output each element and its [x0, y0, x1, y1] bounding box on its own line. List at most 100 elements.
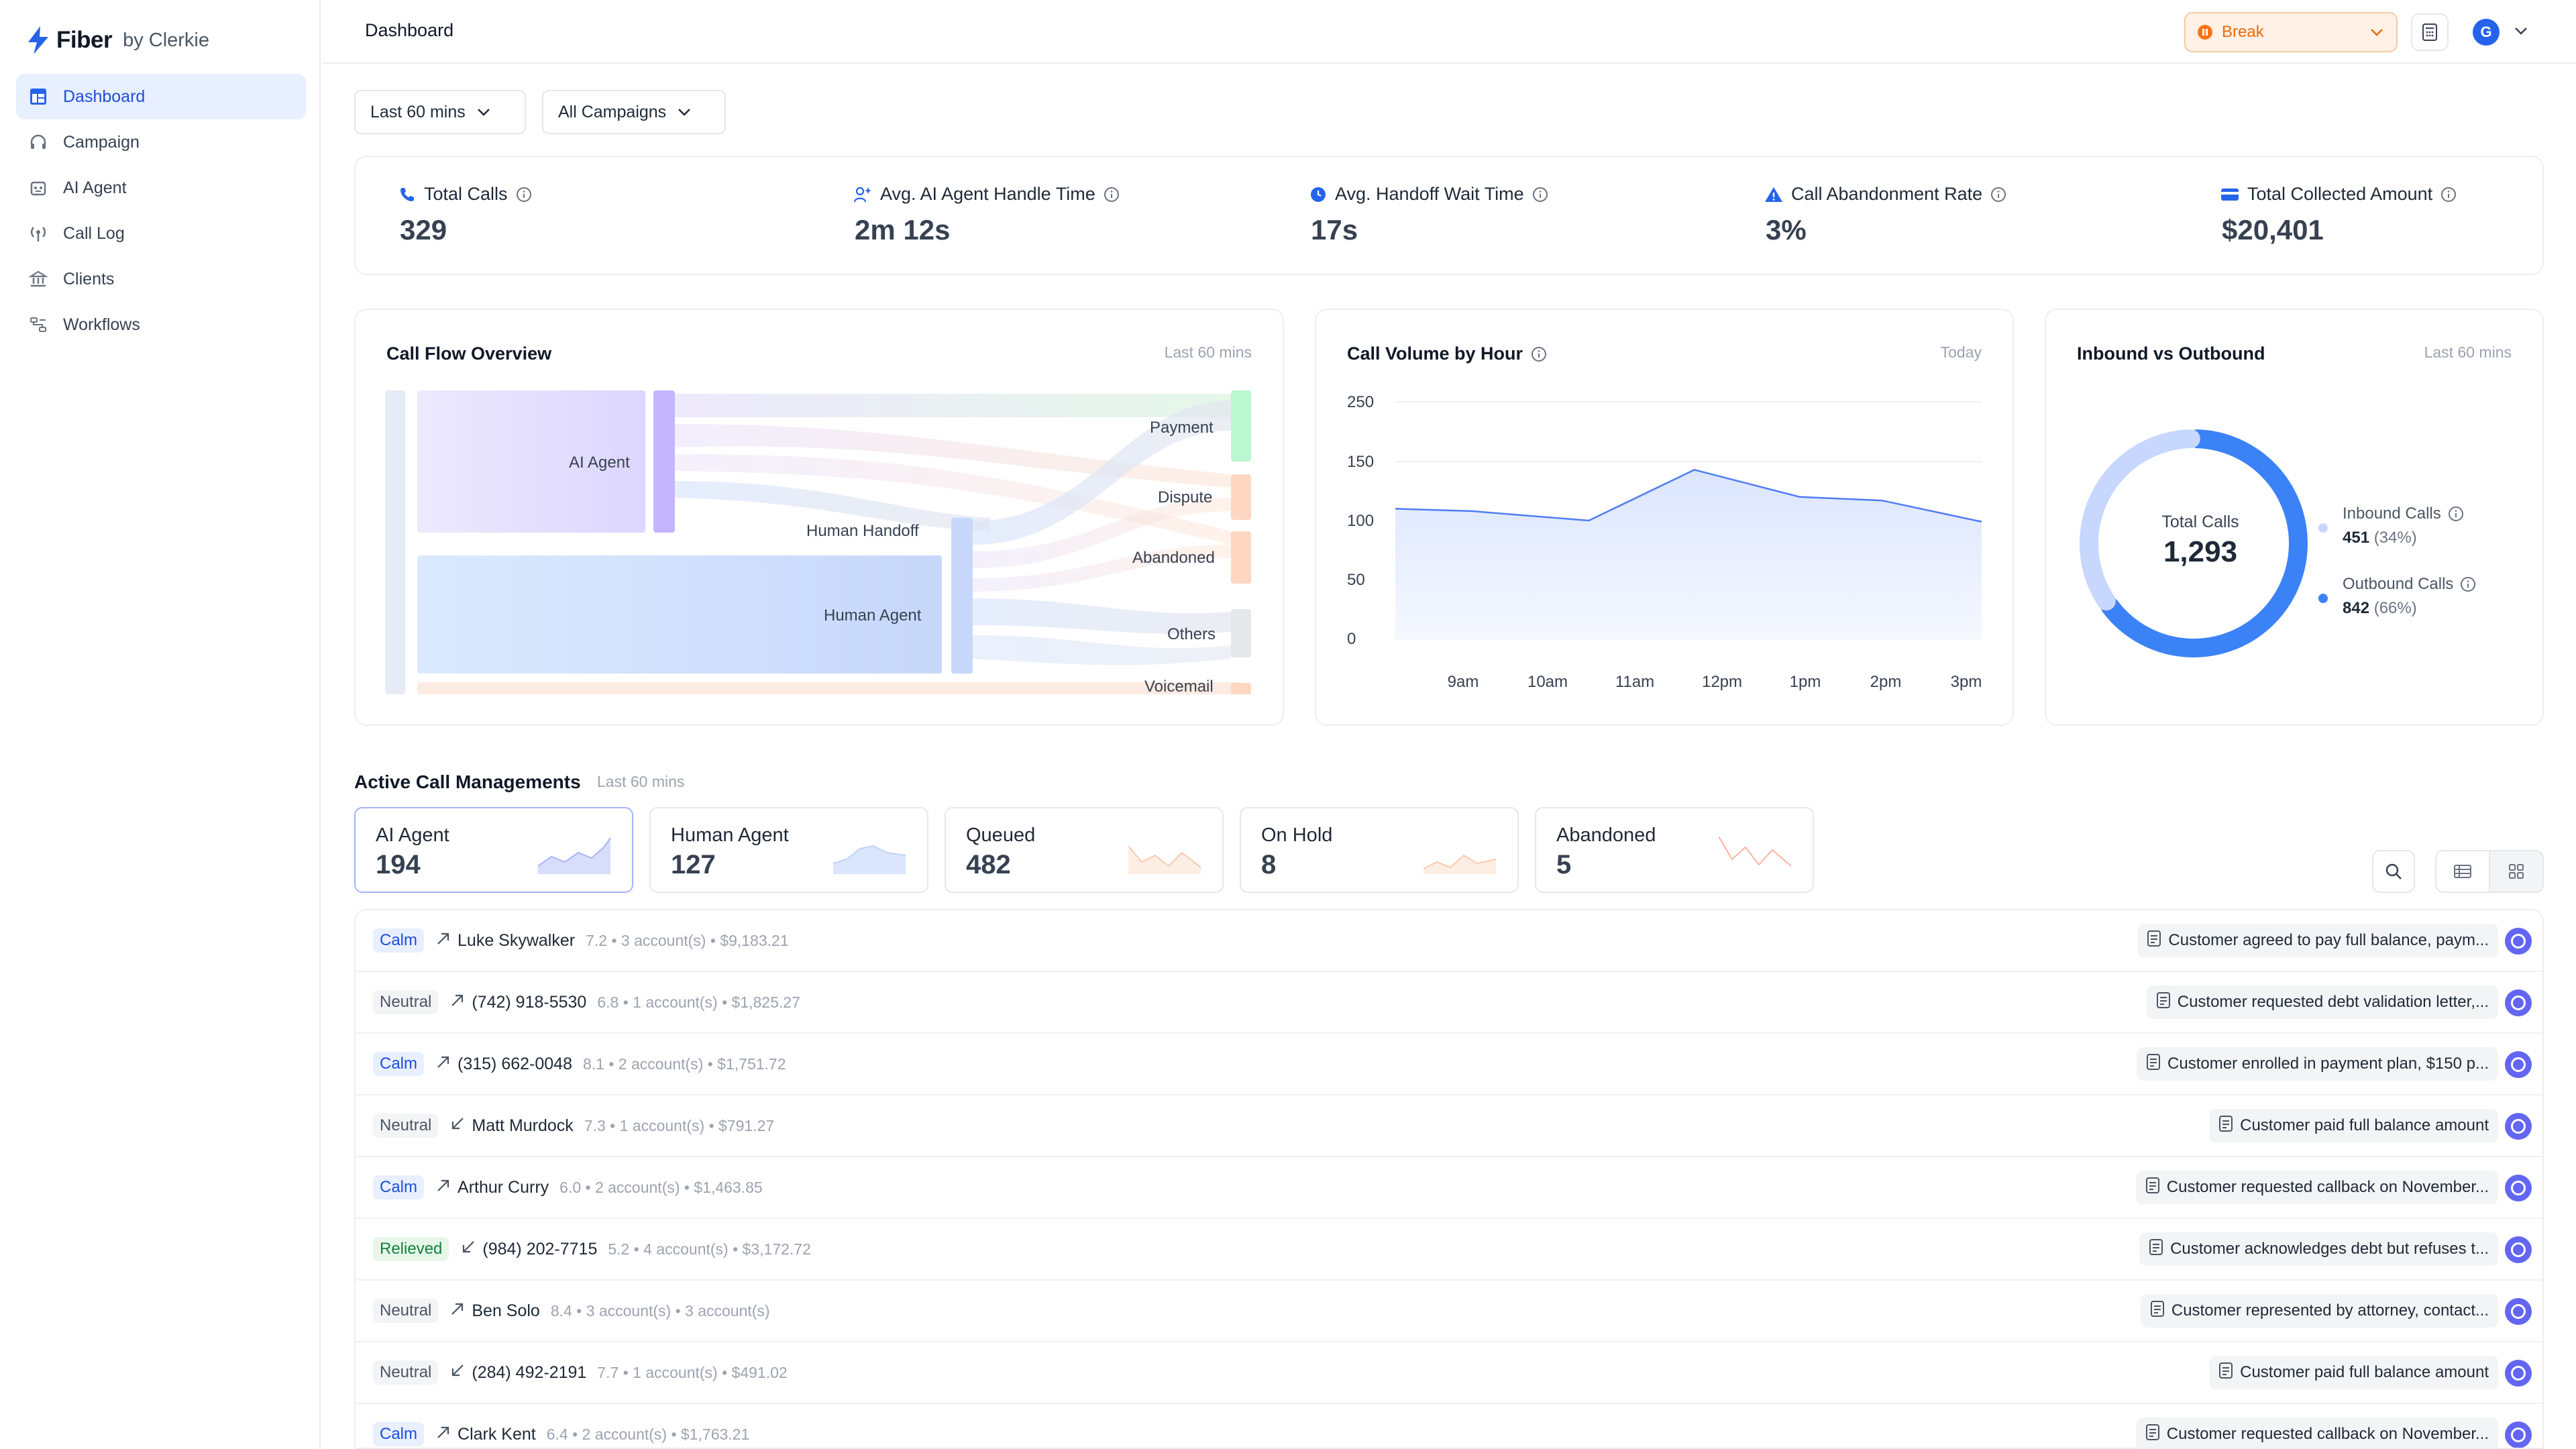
call-summary[interactable]: Customer paid full balance amount — [2209, 1109, 2498, 1142]
caller-name[interactable]: (315) 662-0048 — [458, 1054, 572, 1073]
donut-center-value: 1,293 — [2163, 535, 2238, 568]
dispute-node[interactable] — [1231, 474, 1251, 520]
call-meta: 8.4 • 3 account(s) • 3 account(s) — [550, 1301, 770, 1320]
ai-assistant-icon[interactable] — [2505, 1113, 2532, 1140]
call-summary-text: Customer paid full balance amount — [2240, 1116, 2489, 1134]
payment-node[interactable] — [1231, 390, 1251, 462]
table-row[interactable]: Calm Arthur Curry 6.0 • 2 account(s) • $1,… — [356, 1157, 2542, 1219]
acm-card-abandoned[interactable]: Abandoned 5 — [1535, 807, 1814, 893]
ai-assistant-icon[interactable] — [2505, 1051, 2532, 1078]
call-summary[interactable]: Customer agreed to pay full balance, pay… — [2137, 924, 2498, 957]
ai-agent-node[interactable] — [653, 390, 675, 533]
acm-value: 5 — [1556, 850, 1572, 879]
ai-assistant-icon[interactable] — [2505, 1360, 2532, 1387]
call-summary[interactable]: Customer requested debt validation lette… — [2146, 985, 2498, 1019]
sidebar-item-ai-agent[interactable]: AI Agent — [16, 165, 306, 211]
call-meta: 7.7 • 1 account(s) • $491.02 — [597, 1363, 788, 1381]
grid-view-button[interactable] — [2489, 850, 2544, 893]
caller-name[interactable]: Matt Murdock — [472, 1116, 574, 1135]
caller-name[interactable]: Arthur Curry — [458, 1177, 549, 1197]
info-icon[interactable] — [1531, 346, 1547, 362]
sidebar-item-dashboard[interactable]: Dashboard — [16, 74, 306, 119]
x-tick-label: 11am — [1615, 673, 1654, 691]
outbound-arrow-icon — [449, 1300, 466, 1322]
time-range-label: Last 60 mins — [370, 102, 466, 121]
search-button[interactable] — [2372, 850, 2415, 893]
acm-label: On Hold — [1261, 824, 1333, 846]
sidebar-item-workflows[interactable]: Workflows — [16, 302, 306, 347]
table-row[interactable]: Calm Luke Skywalker 7.2 • 3 account(s) • $… — [356, 910, 2542, 972]
list-view-button[interactable] — [2435, 850, 2490, 893]
table-row[interactable]: Neutral (284) 492-2191 7.7 • 1 account(s) … — [356, 1342, 2542, 1404]
acm-card-queued[interactable]: Queued 482 — [945, 807, 1224, 893]
table-row[interactable]: Neutral Matt Murdock 7.3 • 1 account(s) • … — [356, 1095, 2542, 1157]
broadcast-icon — [30, 227, 46, 241]
caller-name[interactable]: Ben Solo — [472, 1301, 540, 1320]
caller-name[interactable]: Clark Kent — [458, 1424, 536, 1444]
call-meta: 5.2 • 4 account(s) • $3,172.72 — [608, 1240, 811, 1258]
caller-name[interactable]: (984) 202-7715 — [482, 1239, 598, 1258]
call-summary[interactable]: Customer acknowledges debt but refuses t… — [2139, 1232, 2498, 1266]
call-summary[interactable]: Customer requested callback on November.… — [2135, 1417, 2498, 1448]
ai-assistant-icon[interactable] — [2505, 1421, 2532, 1448]
ai-assistant-icon[interactable] — [2505, 989, 2532, 1016]
sparkline — [833, 845, 906, 874]
table-row[interactable]: Relieved (984) 202-7715 5.2 • 4 account(s)… — [356, 1219, 2542, 1281]
table-row[interactable]: Calm Clark Kent 6.4 • 2 account(s) • $1,76… — [356, 1404, 2542, 1448]
sidebar-item-call-log[interactable]: Call Log — [16, 211, 306, 256]
caller-name[interactable]: Luke Skywalker — [458, 930, 576, 950]
donut-slice-inbound[interactable] — [2080, 429, 2308, 657]
chevron-down-icon — [678, 109, 691, 116]
info-icon[interactable] — [2448, 506, 2464, 522]
call-summary[interactable]: Customer paid full balance amount — [2209, 1356, 2498, 1389]
time-range-filter[interactable]: Last 60 mins — [354, 90, 526, 134]
caller-name[interactable]: (284) 492-2191 — [472, 1362, 587, 1382]
sidebar-nav: Dashboard Campaign AI Agent Call Log Cli… — [16, 74, 306, 347]
human-handoff-label: Human Handoff — [806, 522, 919, 540]
info-icon[interactable] — [1532, 186, 1548, 203]
call-summary[interactable]: Customer enrolled in payment plan, $150 … — [2137, 1047, 2498, 1081]
outbound-arrow-icon — [435, 930, 452, 952]
caller-name[interactable]: (742) 918-5530 — [472, 992, 587, 1012]
ai-assistant-icon[interactable] — [2505, 1175, 2532, 1201]
sidebar-item-clients[interactable]: Clients — [16, 256, 306, 302]
table-row[interactable]: Neutral Ben Solo 8.4 • 3 account(s) • 3 ac… — [356, 1281, 2542, 1342]
voicemail-node[interactable] — [1231, 683, 1251, 694]
y-tick-label: 150 — [1347, 453, 1374, 471]
source-node — [385, 390, 405, 694]
human-handoff-node[interactable] — [951, 518, 973, 674]
status-select[interactable]: Break — [2184, 12, 2398, 52]
stat-abandonment-rate: Call Abandonment Rate 3% — [1764, 184, 2006, 246]
ai-assistant-icon[interactable] — [2505, 928, 2532, 955]
abandoned-node[interactable] — [1231, 531, 1251, 584]
ai-assistant-icon[interactable] — [2505, 1298, 2532, 1325]
calculator-button[interactable] — [2411, 13, 2449, 51]
chevron-down-icon[interactable] — [2513, 23, 2529, 39]
sidebar-item-campaign[interactable]: Campaign — [16, 119, 306, 165]
stat-ai-handle-time: Avg. AI Agent Handle Time 2m 12s — [853, 184, 1120, 246]
acm-card-on-hold[interactable]: On Hold 8 — [1240, 807, 1519, 893]
table-row[interactable]: Neutral (742) 918-5530 6.8 • 1 account(s) … — [356, 972, 2542, 1034]
info-icon[interactable] — [2460, 576, 2476, 592]
phone-icon — [400, 187, 414, 201]
acm-card-human-agent[interactable]: Human Agent 127 — [649, 807, 928, 893]
call-summary[interactable]: Customer requested callback on November.… — [2135, 1171, 2498, 1204]
sentiment-badge: Neutral — [373, 1299, 439, 1323]
info-icon[interactable] — [1104, 186, 1120, 203]
info-icon[interactable] — [516, 186, 532, 203]
avatar[interactable]: G — [2473, 19, 2500, 46]
call-summary-text: Customer requested debt validation lette… — [2177, 993, 2489, 1011]
campaign-filter[interactable]: All Campaigns — [542, 90, 726, 134]
info-icon[interactable] — [1990, 186, 2006, 203]
ai-assistant-icon[interactable] — [2505, 1236, 2532, 1263]
acm-card-ai-agent[interactable]: AI Agent 194 — [354, 807, 633, 893]
others-node[interactable] — [1231, 609, 1251, 657]
table-row[interactable]: Calm (315) 662-0048 8.1 • 2 account(s) • $… — [356, 1034, 2542, 1095]
brand-logo[interactable]: Fiber by Clerkie — [27, 24, 209, 56]
calculator-icon — [2422, 23, 2437, 41]
sentiment-badge: Relieved — [373, 1237, 449, 1261]
call-summary[interactable]: Customer represented by attorney, contac… — [2140, 1294, 2498, 1328]
info-icon[interactable] — [2440, 186, 2457, 203]
stat-value: 3% — [1766, 214, 1807, 246]
note-icon — [2147, 930, 2161, 952]
